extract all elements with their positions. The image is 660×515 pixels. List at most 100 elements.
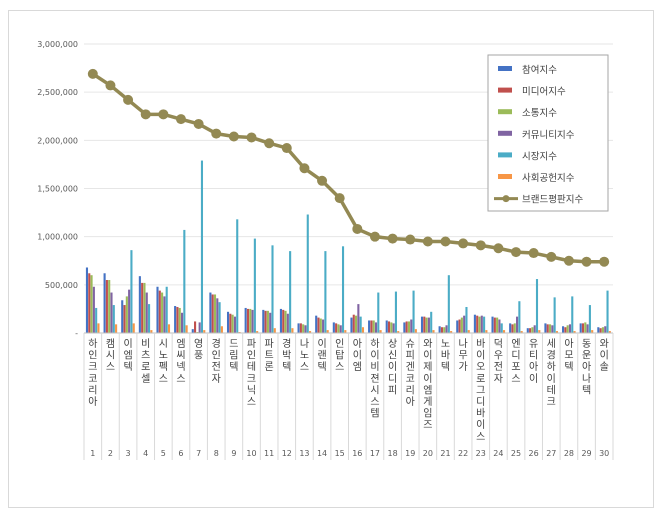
bar-시장지수: [289, 251, 292, 333]
bar-시장지수: [148, 304, 151, 333]
bar-커뮤니티지수: [233, 316, 236, 333]
bar-사회공헌지수: [361, 327, 365, 333]
line-point: [175, 114, 186, 125]
bar-소통지수: [601, 327, 604, 333]
bar-시장지수: [377, 292, 380, 333]
rank-label: 26: [529, 449, 539, 458]
line-point: [334, 193, 345, 204]
rank-label: 12: [282, 449, 292, 458]
bar-시장지수: [236, 219, 239, 333]
rank-label: 4: [143, 449, 148, 458]
bar-소통지수: [584, 322, 587, 333]
bar-참여지수: [385, 320, 388, 333]
bars: [85, 160, 611, 333]
line-point: [405, 234, 416, 245]
rank-label: 2: [108, 449, 113, 458]
bar-미디어지수: [511, 324, 514, 333]
bar-소통지수: [460, 317, 463, 333]
bar-시장지수: [183, 229, 186, 333]
legend-swatch: [498, 87, 512, 93]
bar-소통지수: [425, 317, 428, 333]
bar-소통지수: [478, 316, 481, 333]
legend-swatch: [498, 174, 512, 179]
bar-시장지수: [271, 245, 274, 333]
rank-label: 17: [370, 449, 380, 458]
bar-사회공헌지수: [309, 331, 312, 333]
rank-label: 25: [511, 449, 521, 458]
line-point: [475, 240, 486, 251]
bar-사회공헌지수: [608, 331, 611, 333]
bar-시장지수: [95, 307, 98, 333]
bar-미디어지수: [370, 320, 373, 333]
bar-커뮤니티지수: [392, 323, 395, 333]
line-point: [422, 236, 433, 247]
bar-시장지수: [324, 251, 327, 333]
rank-label: 20: [423, 449, 433, 458]
bar-사회공헌지수: [256, 331, 259, 333]
line-point: [228, 131, 239, 142]
brand-index-line: [87, 68, 610, 267]
bar-커뮤니티지수: [216, 298, 219, 333]
bar-커뮤니티지수: [339, 325, 342, 333]
line-point: [193, 118, 204, 129]
bar-시장지수: [465, 306, 468, 333]
bar-미디어지수: [229, 313, 232, 333]
bar-사회공헌지수: [538, 330, 541, 333]
line-point: [246, 132, 257, 143]
bar-참여지수: [491, 316, 494, 333]
rank-label: 11: [264, 449, 274, 458]
bar-사회공헌지수: [573, 331, 576, 333]
bar-소통지수: [496, 317, 499, 333]
bar-사회공헌지수: [150, 330, 153, 333]
bar-커뮤니티지수: [180, 312, 184, 333]
rank-label: 30: [599, 449, 609, 458]
bar-미디어지수: [599, 328, 602, 333]
bar-커뮤니티지수: [145, 292, 148, 333]
legend-swatch: [498, 152, 512, 158]
bar-시장지수: [253, 238, 256, 333]
bar-시장지수: [483, 316, 486, 333]
line-point: [599, 256, 610, 267]
bar-사회공헌지수: [467, 330, 470, 333]
bar-소통지수: [143, 282, 146, 333]
y-tick-label: 1,000,000: [37, 233, 78, 242]
line-point: [105, 80, 116, 91]
bar-소통지수: [337, 324, 340, 333]
bar-참여지수: [191, 329, 194, 333]
bar-사회공헌지수: [591, 330, 594, 333]
bar-커뮤니티지수: [463, 315, 466, 333]
line-point: [369, 231, 380, 242]
rank-label: 28: [564, 449, 574, 458]
bar-소통지수: [284, 310, 287, 333]
bar-시장지수: [112, 305, 115, 333]
bar-소통지수: [407, 321, 411, 333]
bar-커뮤니티지수: [304, 325, 307, 333]
bar-커뮤니티지수: [269, 312, 272, 333]
bar-시장지수: [500, 323, 503, 333]
bar-참여지수: [262, 309, 265, 333]
y-tick-label: 3,000,000: [37, 40, 78, 49]
bar-소통지수: [531, 327, 534, 333]
bar-커뮤니티지수: [516, 316, 519, 333]
bar-미디어지수: [299, 323, 302, 333]
bar-미디어지수: [493, 317, 496, 333]
line-point: [387, 233, 398, 244]
bar-커뮤니티지수: [322, 319, 325, 333]
line-point: [458, 238, 469, 249]
bar-미디어지수: [581, 323, 585, 333]
legend-label: 브랜드평판지수: [522, 195, 583, 206]
legend-label: 시장지수: [522, 151, 557, 162]
line-point: [440, 236, 451, 247]
rank-label: 13: [299, 449, 309, 458]
